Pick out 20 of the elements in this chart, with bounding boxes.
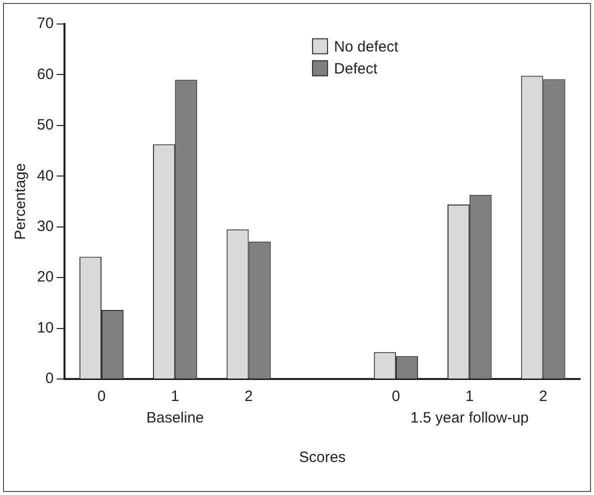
y-tick-label: 30	[36, 218, 54, 235]
x-axis-title: Scores	[299, 449, 346, 466]
text: 1.5 year follow-up	[410, 410, 529, 427]
x-tick-label: 0	[392, 388, 400, 406]
y-tick-label: 60	[36, 66, 54, 83]
x-tick-label: 2	[244, 388, 253, 406]
x-tick-label: 0	[97, 388, 106, 406]
y-tick-label: 0	[45, 370, 54, 388]
x-tick-label: 2	[539, 388, 548, 406]
y-tick-label: 70	[36, 15, 54, 32]
y-tick-label: 20	[36, 268, 54, 286]
y-tick-label: 10	[36, 319, 54, 336]
legend-label: No defect	[334, 38, 400, 56]
y-tick-label: 40	[36, 167, 54, 184]
legend-label: Defect	[334, 60, 378, 78]
y-tick-label: 50	[36, 116, 54, 134]
x-tick-label: 1	[465, 388, 474, 406]
text: Baseline	[146, 410, 204, 427]
x-tick-label: 1	[170, 388, 180, 406]
y-axis-title: Percentage	[12, 163, 30, 240]
